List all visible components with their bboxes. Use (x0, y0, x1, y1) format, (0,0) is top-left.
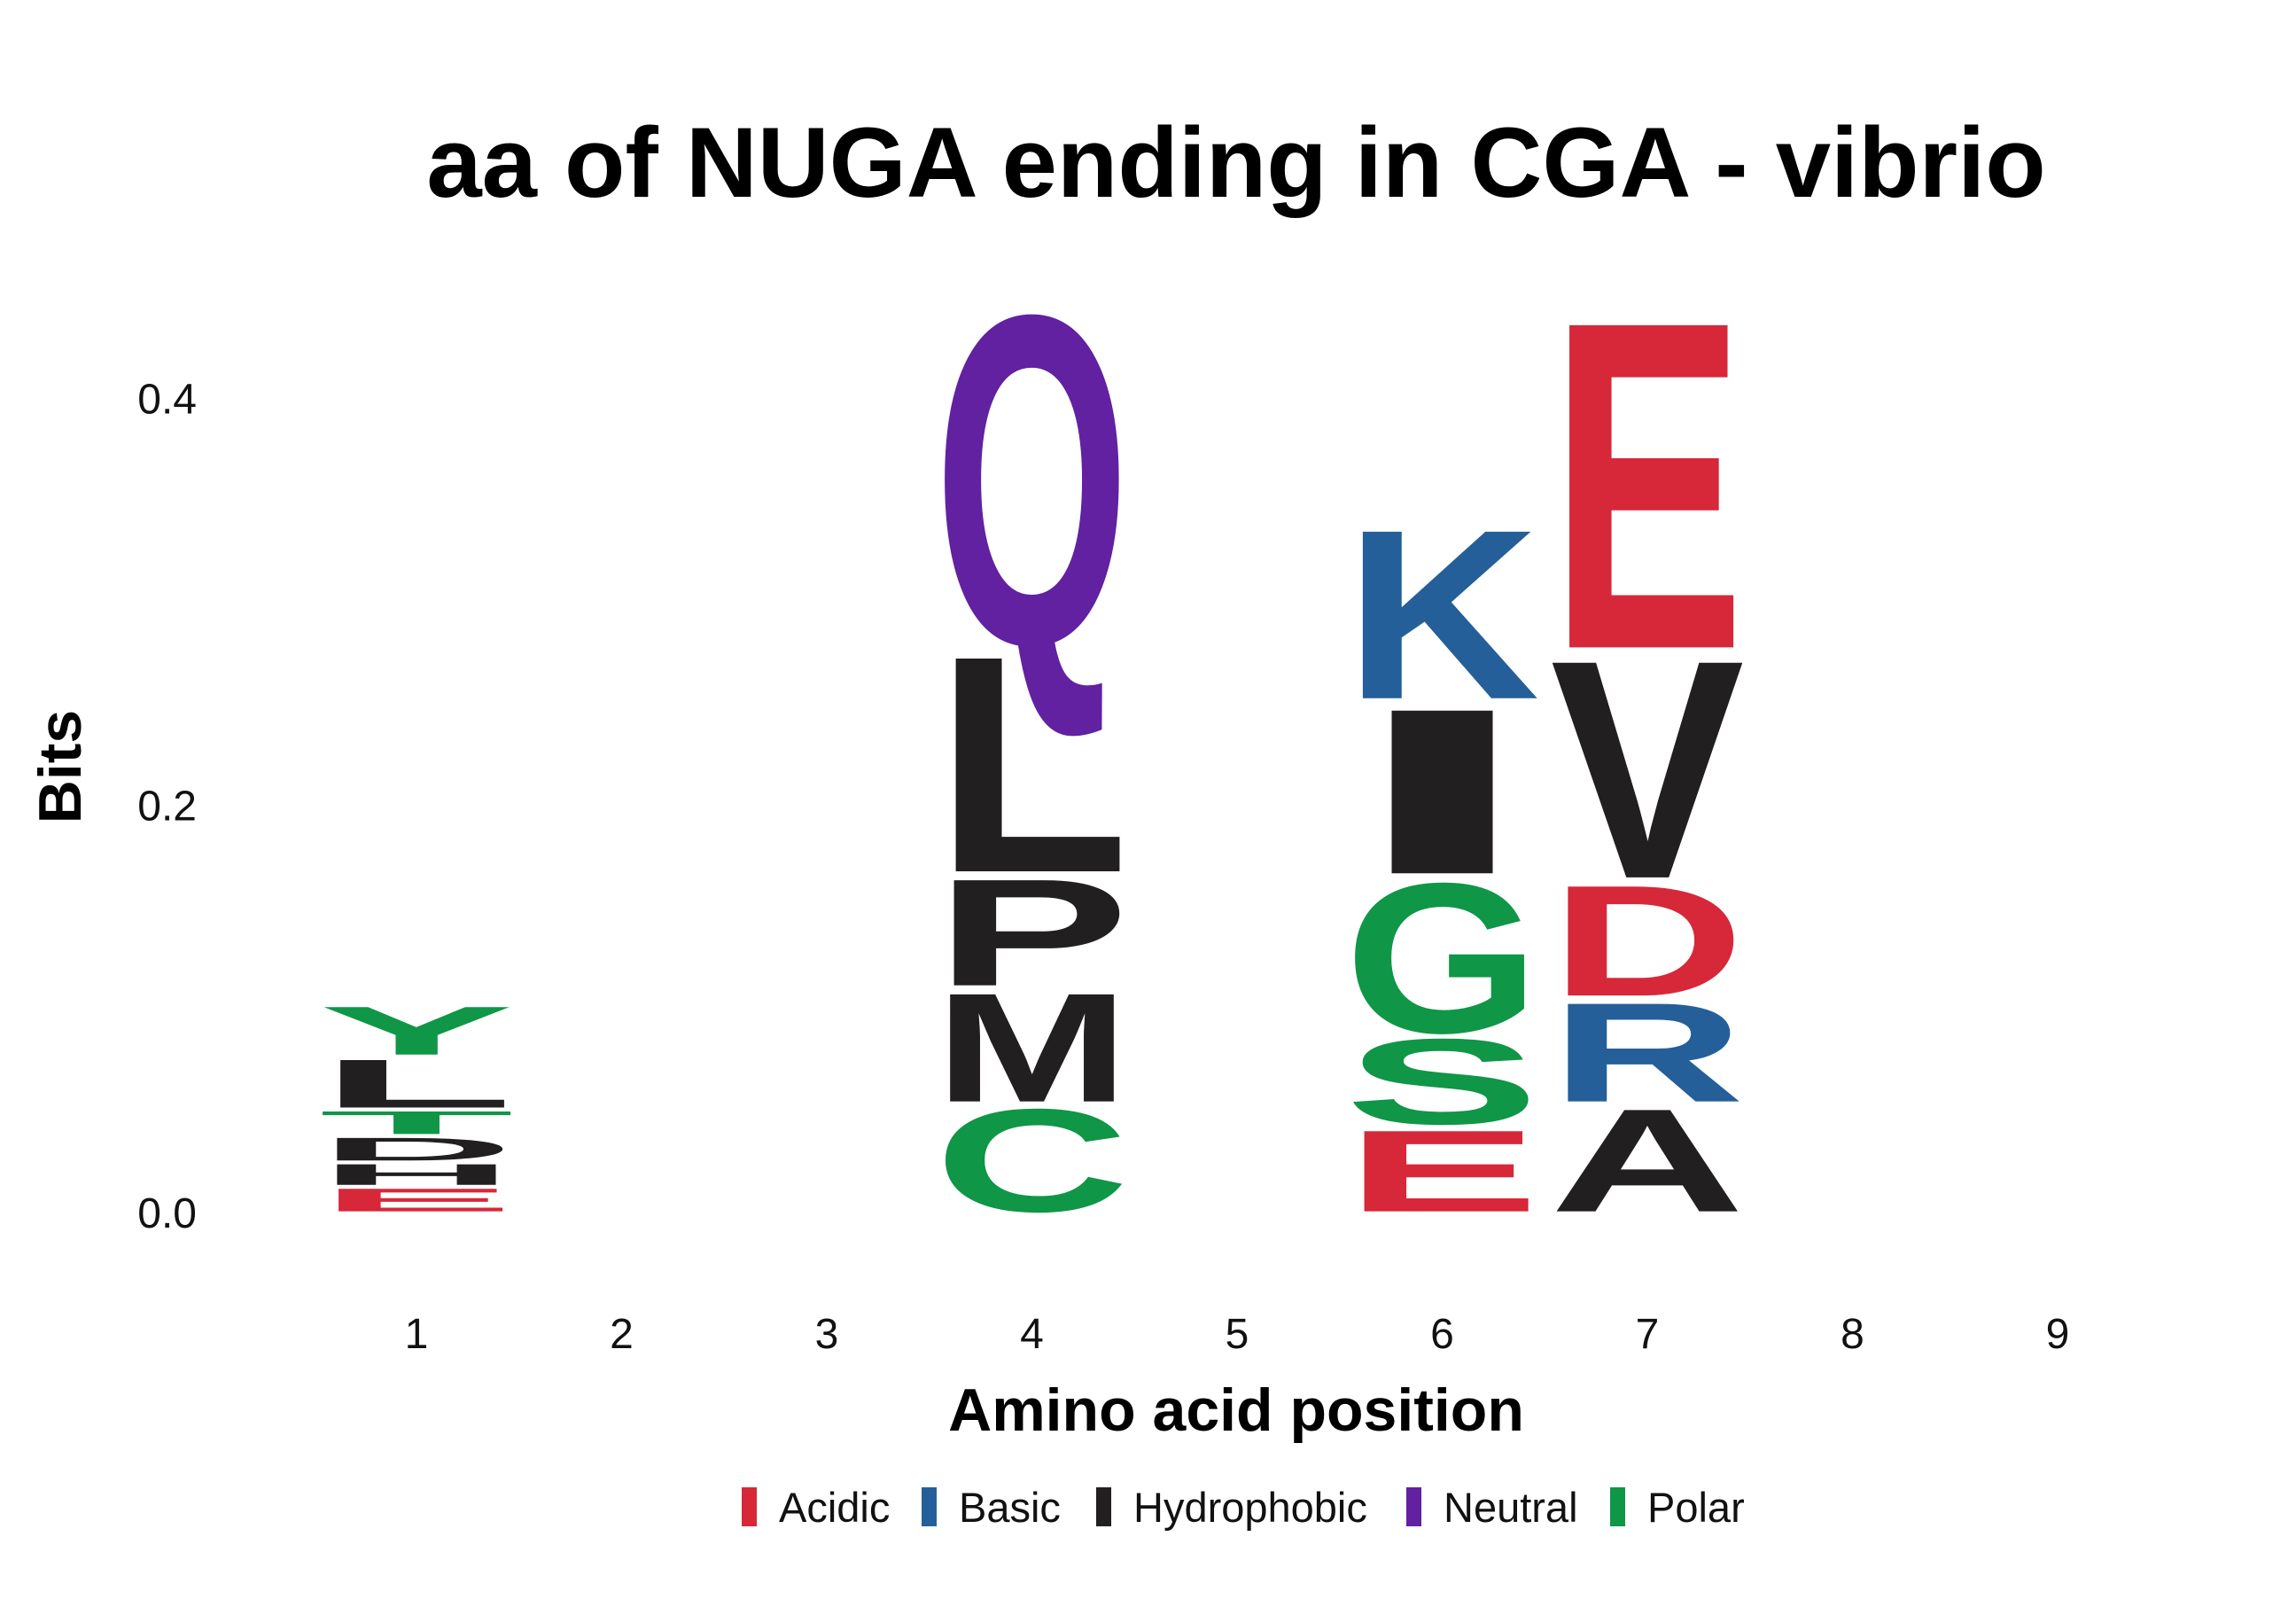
logo-letter-e: E (319, 1182, 514, 1218)
x-tick-label: 6 (1430, 1311, 1454, 1358)
legend-label: Polar (1647, 1484, 1745, 1531)
logo-letter-glyph: I (1345, 659, 1540, 924)
legend-label: Basic (959, 1484, 1061, 1531)
logo-letter-glyph: D (319, 1131, 514, 1167)
logo-letter-glyph: A (1550, 1078, 1745, 1242)
logo-letter-glyph: T (319, 1104, 514, 1141)
legend-swatch (742, 1487, 757, 1526)
logo-letter-glyph: V (1550, 596, 1746, 944)
logo-letter-glyph: L (319, 1045, 514, 1122)
logo-letter-glyph: E (319, 1182, 514, 1218)
legend-swatch (922, 1487, 937, 1526)
logo-letter-s: S (1345, 1013, 1540, 1150)
legend-swatch (1096, 1487, 1111, 1526)
logo-letter-glyph: R (1550, 973, 1745, 1132)
logo-letter-glyph: G (1345, 838, 1540, 1078)
logo-letter-glyph: Y (319, 992, 514, 1069)
logo-letter-glyph: H (319, 1158, 514, 1191)
logo-letter-m: M (935, 961, 1130, 1135)
logo-letter-a: A (1550, 1078, 1745, 1242)
y-tick-label: 0.2 (137, 784, 197, 831)
x-axis-ticks: 1 2 3 4 5 6 7 8 9 (405, 1311, 2070, 1358)
y-tick-label: 0.4 (137, 376, 197, 423)
logo-letter-v: V (1550, 596, 1746, 944)
y-axis-title: Bits (27, 710, 94, 823)
x-tick-label: 9 (2046, 1311, 2070, 1358)
logo-letter-d: D (1550, 852, 1745, 1029)
x-axis-title: Amino acid position (948, 1377, 1524, 1444)
logo-letter-q: Q (935, 218, 1130, 744)
logo-letter-r: R (1550, 973, 1745, 1132)
logo-letter-c: C (934, 1078, 1129, 1242)
logo-letter-l: L (319, 1045, 514, 1122)
x-tick-label: 1 (405, 1311, 429, 1358)
x-tick-label: 3 (815, 1311, 839, 1358)
legend: Acidic Basic Hydrophobic Neutral Polar (742, 1484, 1745, 1531)
logo-letter-glyph: M (935, 961, 1130, 1135)
legend-label: Hydrophobic (1133, 1484, 1367, 1531)
y-axis-ticks: 0.0 0.2 0.4 (137, 376, 197, 1237)
legend-swatch (1610, 1487, 1625, 1526)
logo-letter-glyph: Q (935, 218, 1130, 744)
logo-letter-t: T (319, 1104, 514, 1141)
chart-title: aa of NUGA ending in CGA - vibrio (426, 107, 2045, 218)
logo-letter-g: G (1345, 838, 1540, 1078)
logo-letter-d: D (319, 1131, 514, 1167)
logo-letter-k: K (1344, 480, 1539, 750)
logo-letter-glyph: S (1345, 1013, 1540, 1150)
logo-letter-h: H (319, 1158, 514, 1191)
legend-swatch (1406, 1487, 1421, 1526)
x-tick-label: 7 (1636, 1311, 1660, 1358)
y-tick-label: 0.0 (137, 1190, 197, 1237)
x-tick-label: 2 (610, 1311, 634, 1358)
x-tick-label: 5 (1226, 1311, 1249, 1358)
logo-letter-e: E (1550, 224, 1745, 747)
x-tick-label: 8 (1841, 1311, 1864, 1358)
logo-letter-e: E (1345, 1106, 1540, 1236)
logo-letter-glyph: C (934, 1078, 1129, 1242)
logo-letter-glyph: L (935, 592, 1130, 938)
logo-letter-l: L (935, 592, 1130, 938)
x-tick-label: 4 (1020, 1311, 1044, 1358)
legend-label: Neutral (1444, 1484, 1578, 1531)
logo-letter-glyph: K (1344, 480, 1539, 750)
logo-letter-y: Y (319, 992, 514, 1069)
logo-letter-glyph: E (1345, 1106, 1540, 1236)
logo-letter-i: I (1345, 659, 1540, 924)
logo-letter-glyph: E (1550, 224, 1745, 747)
legend-label: Acidic (779, 1484, 890, 1531)
logo-letter-glyph: D (1550, 852, 1745, 1029)
logo-letter-p: P (935, 847, 1130, 1018)
logo-letter-glyph: P (935, 847, 1130, 1018)
